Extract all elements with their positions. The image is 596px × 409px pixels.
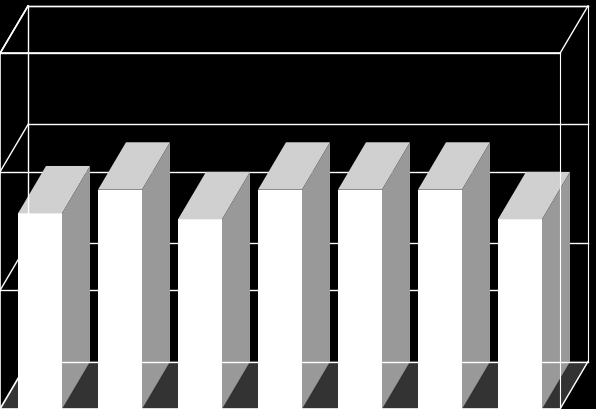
Polygon shape: [0, 362, 588, 409]
Bar: [338, 190, 382, 409]
Polygon shape: [498, 172, 570, 219]
Polygon shape: [62, 166, 90, 409]
Polygon shape: [142, 142, 170, 409]
Polygon shape: [462, 142, 490, 409]
Polygon shape: [542, 172, 570, 409]
Polygon shape: [302, 142, 330, 409]
Polygon shape: [178, 172, 250, 219]
Polygon shape: [222, 172, 250, 409]
Bar: [178, 219, 222, 409]
Bar: [98, 190, 142, 409]
Polygon shape: [382, 142, 410, 409]
Polygon shape: [338, 142, 410, 190]
Bar: [18, 213, 62, 409]
Bar: [258, 190, 302, 409]
Polygon shape: [18, 166, 90, 213]
Polygon shape: [418, 142, 490, 190]
Bar: [418, 190, 462, 409]
Bar: [498, 219, 542, 409]
Polygon shape: [98, 142, 170, 190]
Polygon shape: [258, 142, 330, 190]
